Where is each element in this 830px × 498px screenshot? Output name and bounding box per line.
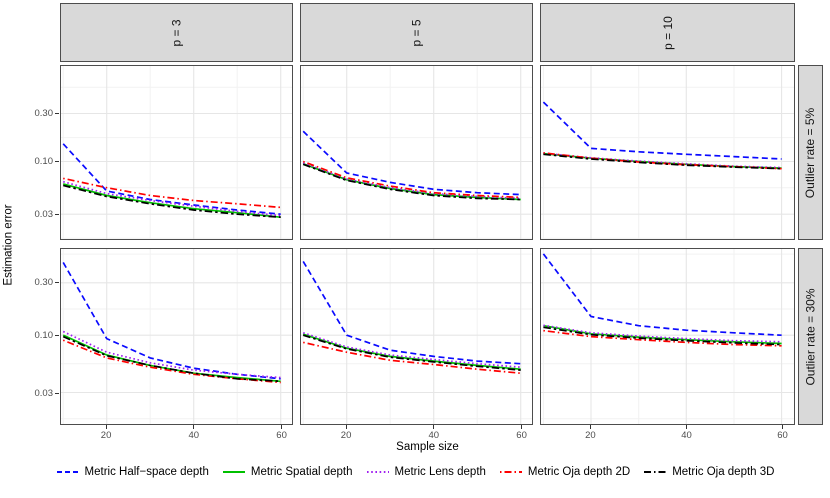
facet-strip-p-10: p = 10 [540,3,795,62]
x-tick-mark [105,425,107,429]
series-line [62,330,281,379]
x-tick-label: 40 [681,430,692,441]
series-line [302,130,521,196]
panel-canvas [61,249,292,424]
legend-item-2: Metric Lens depth [366,465,486,479]
x-tick-label: 60 [516,430,527,441]
legend-key-icon [366,471,389,473]
series-line [543,324,782,345]
series-line [62,261,281,380]
legend-label: Metric Spatial depth [250,466,353,478]
panel-canvas [541,66,794,239]
series-line [62,339,281,384]
legend-key-icon [499,471,522,473]
y-tick-mark [55,161,59,163]
legend-key-icon [56,471,79,473]
series-line [543,152,782,170]
series-line [302,163,521,201]
y-tick-mark [55,112,59,114]
x-tick-label: 60 [777,430,788,441]
series-line [302,334,521,371]
series-line [542,101,782,160]
series-line [302,331,521,369]
series-line [543,152,782,169]
series-line [63,177,281,209]
y-tick-label: 0.30 [34,107,54,119]
series-line [62,334,281,383]
y-tick-mark [55,392,59,394]
panel-canvas [541,249,794,424]
panel-p3-outlier30 [60,248,293,425]
facet-strip-p-3: p = 3 [60,3,293,62]
x-tick-label: 40 [428,430,440,441]
series-line [302,163,521,201]
facet-strip-outlier-30pct: Outlier rate = 30% [798,248,823,425]
legend: Metric Half−space depth Metric Spatial de… [0,463,830,481]
x-tick-mark [589,425,591,429]
x-tick-mark [521,425,523,429]
facet-strip-label: Outlier rate = 5% [803,107,818,198]
panel-p5-outlier5 [300,65,533,240]
series-line [62,143,281,216]
facet-strip-label: p = 10 [660,15,675,50]
facet-strip-outlier-5pct: Outlier rate = 5% [798,65,823,240]
y-tick-label: 0.10 [34,329,54,341]
panel-canvas [301,249,532,424]
y-axis-title-text: Estimation error [3,204,16,286]
x-tick-mark [433,425,435,429]
x-tick-label: 20 [585,430,596,441]
x-tick-mark [686,425,687,429]
legend-item-0: Metric Half−space depth [56,465,209,479]
series-line [303,341,521,375]
facet-strip-label: p = 3 [169,18,184,47]
legend-key-icon [644,471,667,473]
y-tick-label: 0.30 [34,276,54,288]
y-tick-label: 0.03 [34,209,54,221]
x-tick-label: 40 [188,430,200,441]
series-line [302,162,521,200]
series-line [62,184,281,219]
legend-item-3: Metric Oja depth 2D [499,465,630,479]
x-tick-mark [281,425,283,429]
legend-item-1: Metric Spatial depth [222,465,353,479]
panel-canvas [301,66,532,239]
facet-strip-p-5: p = 5 [300,3,533,62]
legend-label: Metric Oja depth 2D [527,466,631,478]
legend-label: Metric Oja depth 3D [672,466,775,478]
panel-canvas [61,66,292,239]
x-tick-label: 60 [276,430,287,441]
y-tick-label: 0.03 [34,387,54,399]
series-line [542,253,782,337]
panel-p5-outlier30 [300,248,533,425]
y-tick-label: 0.10 [34,156,54,168]
y-tick-mark [55,334,59,336]
facet-strip-label: p = 5 [409,18,424,47]
x-tick-label: 20 [340,430,352,441]
legend-key-icon [222,471,245,473]
panel-p10-outlier5 [540,65,795,240]
y-tick-mark [55,214,59,216]
series-line [62,335,281,383]
x-tick-mark [193,425,195,429]
series-line [302,160,521,199]
series-line [543,153,782,170]
x-tick-label: 20 [100,430,112,441]
legend-label: Metric Lens depth [394,466,486,478]
legend-item-4: Metric Oja depth 3D [643,465,774,479]
series-line [62,183,281,219]
x-tick-mark [782,425,783,429]
series-line [302,260,521,365]
x-axis-title: Sample size [396,441,459,453]
y-tick-mark [55,281,59,283]
y-axis-title: Estimation error [0,65,18,425]
facet-strip-label: Outlier rate = 30% [803,287,818,386]
series-line [543,326,782,346]
panel-p3-outlier5 [60,65,293,240]
series-line [543,329,782,347]
legend-label: Metric Half−space depth [84,466,209,478]
panel-p10-outlier30 [540,248,795,425]
x-tick-mark [345,425,347,429]
